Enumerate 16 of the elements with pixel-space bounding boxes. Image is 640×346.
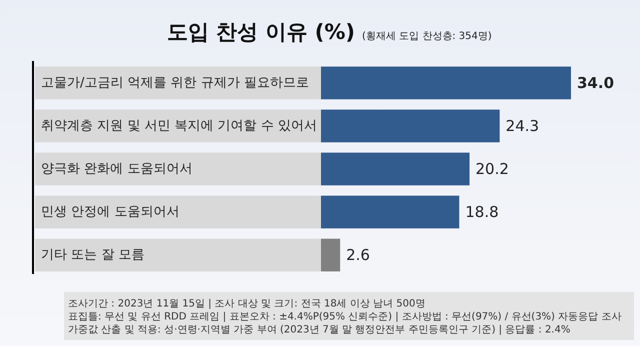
data-label: 2.6 — [346, 246, 370, 264]
y-tick-label: 취약계층 지원 및 서민 복지에 기여할 수 있어서 — [41, 118, 317, 134]
bar — [321, 238, 340, 272]
data-label: 24.3 — [506, 116, 540, 135]
text: 조사기간 : 2023년 11월 15일 | 조사 대상 및 크기: 전국 18세 이상 남녀 500명 — [68, 298, 426, 310]
y-tick-label: 고물가/고금리 억제를 위한 규제가 필요하므로 — [41, 75, 309, 90]
data-label: 34.0 — [577, 74, 614, 92]
text: 가중값 산출 및 적용: 성·연령·지역별 가중 부여 (2023년 7월 말 행정안전부 주민등록인구 기준) | 응답률 : 2.4% — [68, 324, 570, 336]
y-tick-label: 민생 안정에 도움되어서 — [41, 204, 180, 220]
chart-title: 도입 찬성 이유 (%) — [166, 20, 355, 44]
text: 표집틀: 무선 및 유선 RDD 프레임 | 표본오차 : ±4.4%P(95% 신뢰수준) | 조사방법 : 무선(97%) / 유선(3%) 자동응답 조사 — [68, 312, 622, 322]
y-tick-label: 양극화 완화에 도움되어서 — [41, 162, 192, 176]
data-label: 18.8 — [465, 203, 499, 222]
y-tick-label: 기타 또는 잘 모름 — [41, 248, 144, 263]
data-label: 20.2 — [476, 160, 509, 178]
chart-subtitle: (횡재세 도입 찬성층: 354명) — [362, 31, 492, 42]
